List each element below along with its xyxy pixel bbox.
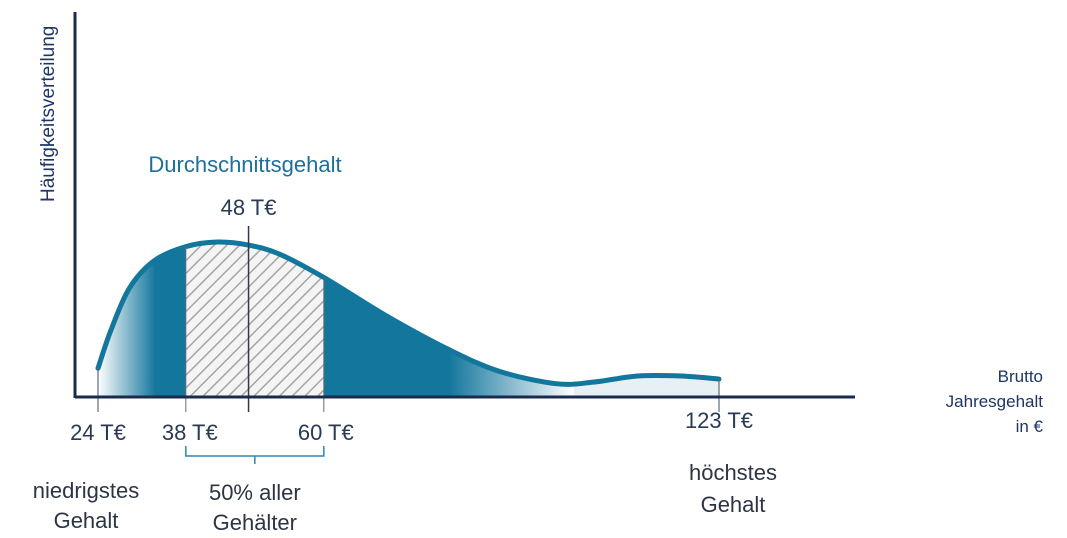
average-value-label: 48 T€ [221,195,277,220]
average-title: Durchschnittsgehalt [148,152,341,177]
lowest-salary-line-2: Gehalt [54,508,119,533]
area-right-gradient [448,241,575,396]
highest-salary-line-2: Gehalt [701,492,766,517]
area-left-solid [154,241,186,396]
x-axis-label-line-3: in € [1016,417,1044,436]
x-axis-label-line-2: Jahresgehalt [946,392,1044,411]
tick-label-123: 123 T€ [685,408,753,433]
area-tail [573,241,719,396]
distribution-area [98,241,719,396]
highest-salary-line-1: höchstes [689,460,777,485]
tick-label-60: 60 T€ [298,420,354,445]
area-right-solid [323,241,450,396]
lowest-salary-line-1: niedrigstes [33,478,139,503]
tick-label-24: 24 T€ [70,420,126,445]
band-bracket [185,446,325,464]
band-label-line-1: 50% aller [209,480,301,505]
band-label-line-2: Gehälter [213,510,297,535]
x-axis-label-line-1: Brutto [998,367,1043,386]
tick-label-38: 38 T€ [162,420,218,445]
y-axis-label: Häufigkeitsverteilung [38,26,59,202]
area-middle-hatched [185,241,324,396]
